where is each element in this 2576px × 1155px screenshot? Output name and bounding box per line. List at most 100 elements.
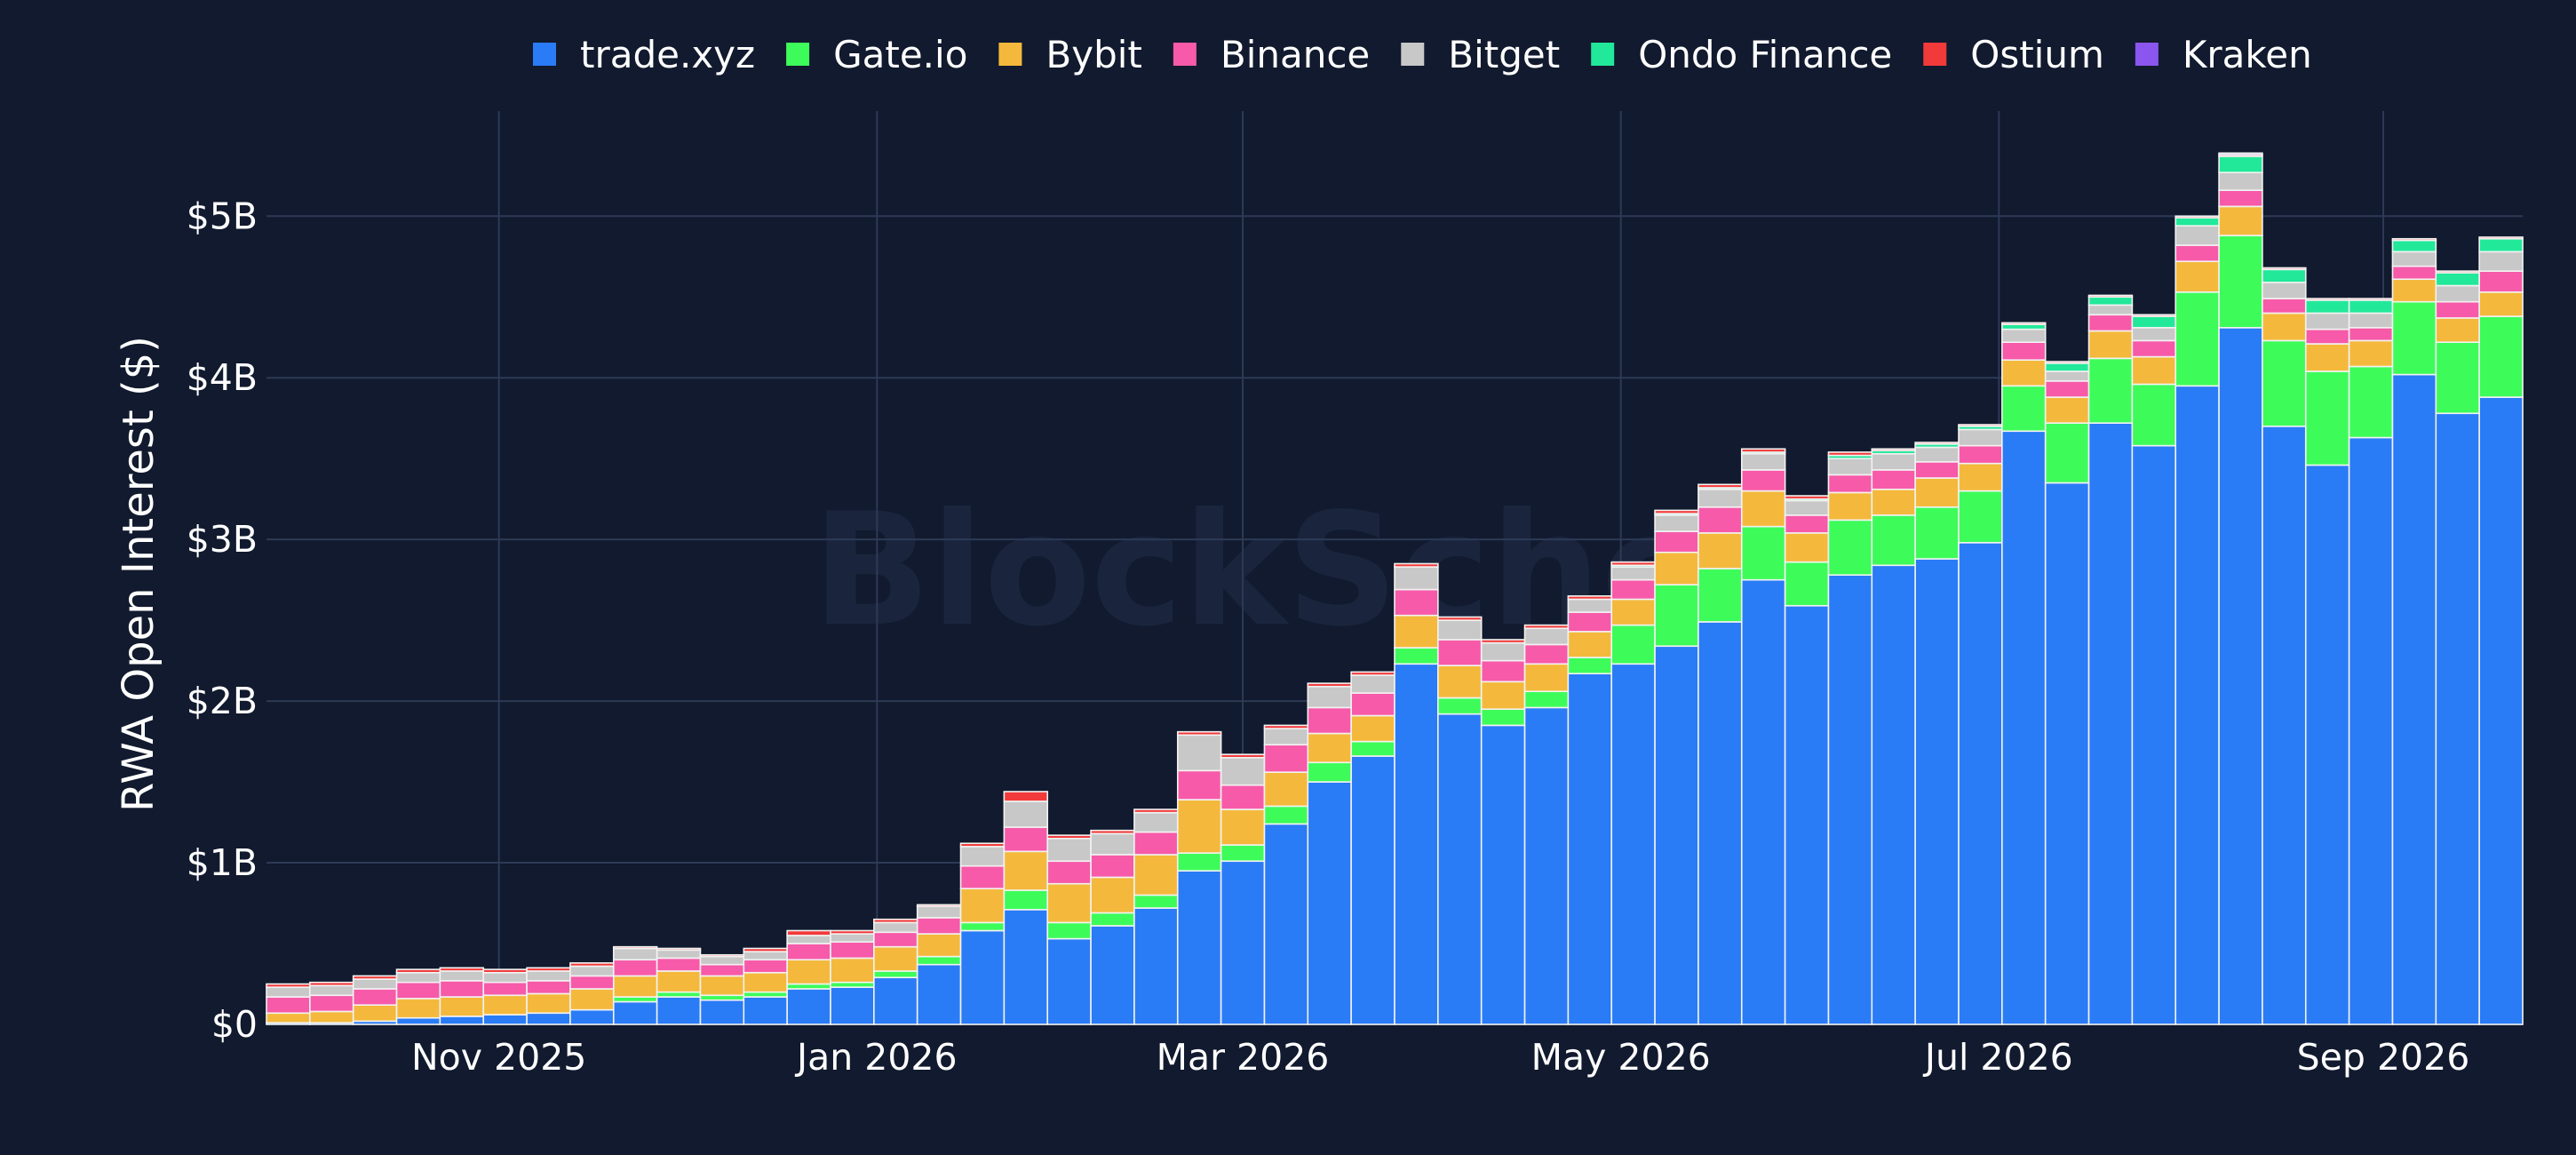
bar-segment bbox=[656, 991, 702, 998]
bar-segment bbox=[699, 999, 745, 1025]
bar-stack bbox=[1437, 616, 1483, 1025]
bar-segment bbox=[1480, 708, 1526, 727]
bar-segment bbox=[2044, 361, 2090, 364]
bar-segment bbox=[612, 1000, 658, 1025]
bar-segment bbox=[1133, 907, 1179, 1025]
bar-segment bbox=[1003, 801, 1049, 828]
bar-stack bbox=[1220, 753, 1266, 1025]
legend-item[interactable]: Binance bbox=[1173, 33, 1370, 76]
bar-segment bbox=[2174, 291, 2220, 387]
y-tick-label: $4B bbox=[187, 356, 258, 399]
x-tick-label: Jul 2026 bbox=[1922, 1036, 2073, 1079]
bar-segment bbox=[1046, 921, 1092, 940]
bar-segment bbox=[2262, 268, 2307, 283]
bar-stack bbox=[1480, 639, 1526, 1025]
legend-swatch bbox=[1401, 43, 1425, 66]
bar-segment bbox=[1480, 639, 1526, 644]
legend-swatch bbox=[1173, 43, 1197, 66]
bar-segment bbox=[1871, 564, 1916, 1025]
bar-segment bbox=[743, 951, 788, 961]
bar-segment bbox=[266, 996, 311, 1015]
legend-swatch bbox=[533, 43, 556, 66]
legend-item[interactable]: Ondo Finance bbox=[1591, 33, 1892, 76]
bar-segment bbox=[2391, 251, 2437, 267]
bar-segment bbox=[959, 846, 1006, 867]
legend-item[interactable]: Kraken bbox=[2135, 33, 2312, 76]
bar-segment bbox=[1784, 561, 1830, 607]
bar-stack bbox=[1003, 791, 1049, 1025]
bar-segment bbox=[699, 955, 745, 966]
bar-segment bbox=[569, 988, 615, 1011]
bar-segment bbox=[482, 994, 528, 1016]
bar-segment bbox=[786, 959, 831, 985]
bar-segment bbox=[2348, 312, 2394, 329]
bar-segment bbox=[1133, 808, 1179, 814]
bar-segment bbox=[569, 962, 615, 968]
bar-stack bbox=[1654, 509, 1699, 1025]
legend-item[interactable]: Gate.io bbox=[786, 33, 967, 76]
bar-segment bbox=[1567, 595, 1613, 601]
bar-segment bbox=[1914, 558, 1960, 1025]
legend-swatch bbox=[1591, 43, 1615, 66]
bar-segment bbox=[1003, 826, 1049, 853]
bar-segment bbox=[2478, 251, 2524, 272]
bar-segment bbox=[2348, 365, 2394, 439]
bar-segment bbox=[1871, 448, 1916, 451]
bar-stack bbox=[959, 842, 1006, 1025]
bar-segment bbox=[699, 994, 745, 1001]
bar-segment bbox=[612, 996, 658, 1003]
bar-segment bbox=[1220, 784, 1266, 810]
bar-segment bbox=[1263, 744, 1309, 773]
bar-segment bbox=[1740, 578, 1786, 1025]
bar-segment bbox=[2044, 396, 2090, 424]
bar-segment bbox=[786, 943, 831, 961]
bar-segment bbox=[612, 975, 658, 998]
bar-segment bbox=[2262, 425, 2307, 1025]
bar-segment bbox=[699, 975, 745, 997]
bar-stack bbox=[916, 904, 962, 1025]
bar-segment bbox=[1350, 740, 1395, 757]
bar-segment bbox=[1394, 663, 1439, 1025]
legend[interactable]: trade.xyz Gate.io Bybit Binance Bitget Ondo F… bbox=[533, 33, 2312, 76]
bar-segment bbox=[830, 929, 875, 935]
bar-segment bbox=[439, 980, 485, 998]
bar-segment bbox=[1133, 894, 1179, 909]
legend-label: Ostium bbox=[1970, 33, 2104, 76]
bar-segment bbox=[2348, 299, 2394, 315]
legend-item[interactable]: Ostium bbox=[1923, 33, 2104, 76]
legend-item[interactable]: trade.xyz bbox=[533, 33, 755, 76]
bar-segment bbox=[656, 970, 702, 993]
bar-segment bbox=[1220, 860, 1266, 1025]
bar-segment bbox=[1740, 525, 1786, 581]
bar-stack bbox=[1958, 424, 2003, 1025]
bar-segment bbox=[959, 921, 1006, 932]
bar-segment bbox=[612, 945, 658, 950]
bar-segment bbox=[916, 905, 962, 919]
bar-stacks bbox=[266, 152, 2524, 1025]
bar-segment bbox=[2218, 327, 2263, 1025]
bar-segment bbox=[2435, 284, 2480, 303]
bar-segment bbox=[1784, 604, 1830, 1025]
bar-segment bbox=[2391, 237, 2437, 242]
bar-segment bbox=[2262, 339, 2307, 427]
bar-stack bbox=[873, 918, 918, 1025]
bar-segment bbox=[1567, 611, 1613, 633]
bar-segment bbox=[2131, 315, 2177, 329]
legend-item[interactable]: Bybit bbox=[998, 33, 1142, 76]
bar-segment bbox=[1914, 446, 1960, 463]
bar-segment bbox=[786, 983, 831, 990]
bar-segment bbox=[873, 931, 918, 948]
bar-stack bbox=[786, 929, 831, 1025]
bar-segment bbox=[266, 983, 311, 988]
x-tick-label: Jan 2026 bbox=[794, 1036, 958, 1079]
bar-segment bbox=[569, 1008, 615, 1025]
bar-segment bbox=[1176, 870, 1222, 1025]
y-tick-label: $1B bbox=[187, 841, 258, 884]
bar-segment bbox=[1697, 621, 1743, 1025]
bar-segment bbox=[743, 947, 788, 952]
x-tick-label: Nov 2025 bbox=[411, 1036, 586, 1079]
bar-segment bbox=[2262, 282, 2307, 299]
legend-item[interactable]: Bitget bbox=[1401, 33, 1560, 76]
bar-stack bbox=[830, 929, 875, 1025]
